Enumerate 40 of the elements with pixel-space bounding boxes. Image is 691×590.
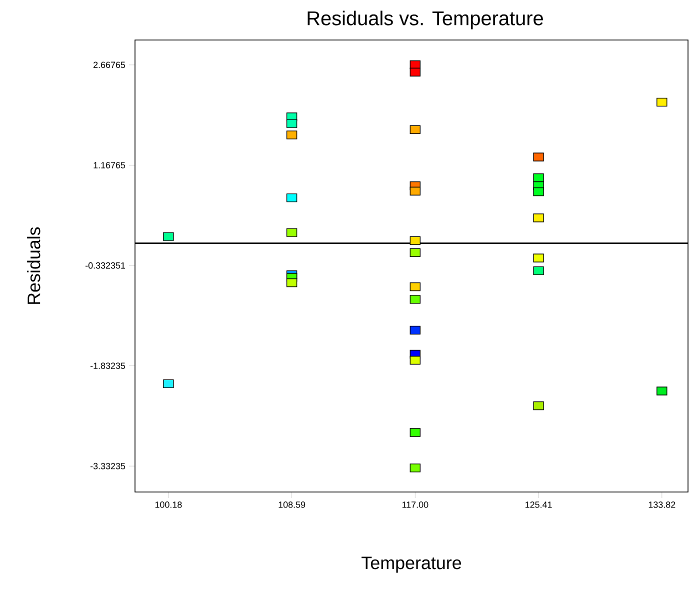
point	[533, 152, 544, 162]
y-tick-label: -3.33235	[90, 462, 126, 470]
y-tick-label: -1.83235	[90, 362, 126, 369]
y-tick-label: 1.16765	[94, 162, 126, 168]
x-tick-label: 117.00	[402, 502, 428, 508]
x-tick-label: 133.82	[648, 502, 676, 508]
x-tick-label: 100.18	[155, 502, 182, 508]
x-tick-label: 108.59	[278, 502, 306, 508]
point	[533, 254, 544, 262]
point	[286, 130, 298, 140]
point	[533, 214, 544, 222]
point	[163, 232, 174, 241]
point	[410, 186, 421, 196]
point	[410, 282, 421, 292]
point	[410, 236, 421, 245]
point	[410, 356, 421, 365]
point	[410, 326, 421, 335]
point	[656, 386, 668, 396]
point	[410, 68, 421, 76]
x-axis-title: Temperature	[362, 556, 462, 573]
point	[410, 125, 421, 134]
point	[656, 98, 668, 107]
point	[410, 428, 421, 437]
point	[286, 228, 298, 237]
y-tick-label: -0.332351	[86, 262, 126, 269]
point	[533, 173, 544, 182]
point	[410, 248, 421, 257]
point	[286, 193, 298, 202]
chart-title: Residuals vs. Temperature	[308, 10, 543, 30]
point	[533, 401, 544, 410]
point	[163, 379, 174, 388]
point	[410, 464, 421, 472]
y-axis-title: Residuals	[27, 227, 40, 304]
x-tick-label: 125.41	[526, 502, 552, 508]
y-tick-label: 2.66765	[94, 62, 126, 68]
point	[533, 187, 544, 196]
point	[533, 266, 544, 276]
point	[410, 295, 421, 304]
point	[286, 119, 298, 128]
point	[286, 278, 298, 288]
